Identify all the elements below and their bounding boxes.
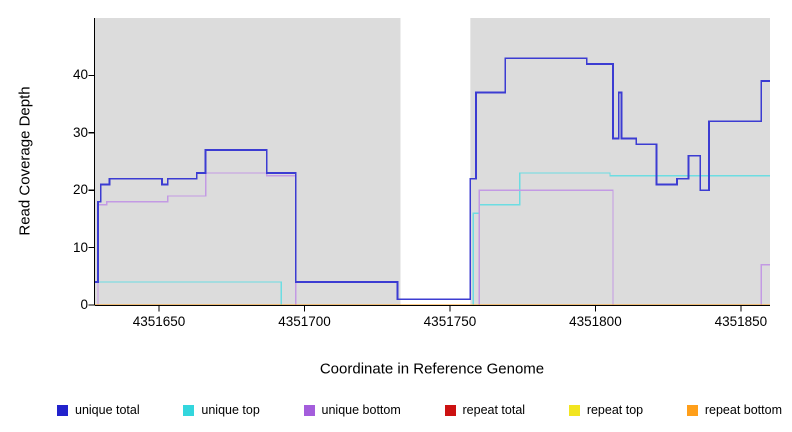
series-line-unique-total xyxy=(95,57,770,301)
legend-item-unique-total: unique total xyxy=(57,403,140,417)
y-tick-label: 40 xyxy=(72,67,88,83)
y-tick-label: 10 xyxy=(72,239,88,255)
legend-label: unique total xyxy=(75,403,140,417)
plot-canvas xyxy=(95,18,770,306)
y-axis-label: Read Coverage Depth xyxy=(16,86,34,236)
x-tick-label: 4351850 xyxy=(714,314,768,329)
x-tick-label: 4351800 xyxy=(569,314,622,329)
legend-label: repeat bottom xyxy=(704,403,782,417)
x-tick-label: 4351700 xyxy=(278,314,331,329)
legend-label: repeat top xyxy=(586,403,644,417)
y-tick-label: 0 xyxy=(80,297,88,312)
legend-label: repeat total xyxy=(462,403,526,417)
x-tick-label: 4351650 xyxy=(132,314,186,329)
legend-swatch-repeat-total xyxy=(444,404,456,416)
legend-swatch-repeat-top xyxy=(568,404,580,416)
legend-item-repeat-top: repeat top xyxy=(568,403,644,417)
legend-swatch-repeat-bottom xyxy=(686,404,698,416)
shaded-region xyxy=(95,18,401,305)
shaded-region xyxy=(470,18,770,305)
legend-item-repeat-bottom: repeat bottom xyxy=(686,403,782,417)
legend-swatch-unique-top xyxy=(183,404,195,416)
y-tick-label: 30 xyxy=(72,124,88,140)
legend: unique total unique top unique bottom repea… xyxy=(57,401,782,419)
series-line-unique-bottom xyxy=(95,172,770,306)
y-tick-label: 20 xyxy=(72,182,88,198)
legend-item-repeat-total: repeat total xyxy=(444,403,526,417)
legend-label: unique bottom xyxy=(321,403,401,417)
legend-swatch-unique-bottom xyxy=(303,404,315,416)
x-tick-label: 4351750 xyxy=(423,314,477,329)
x-axis-label: Coordinate in Reference Genome xyxy=(319,360,545,378)
legend-item-unique-top: unique top xyxy=(183,403,260,417)
legend-label: unique top xyxy=(201,403,260,417)
legend-item-unique-bottom: unique bottom xyxy=(303,403,401,417)
legend-swatch-unique-total xyxy=(57,404,68,416)
